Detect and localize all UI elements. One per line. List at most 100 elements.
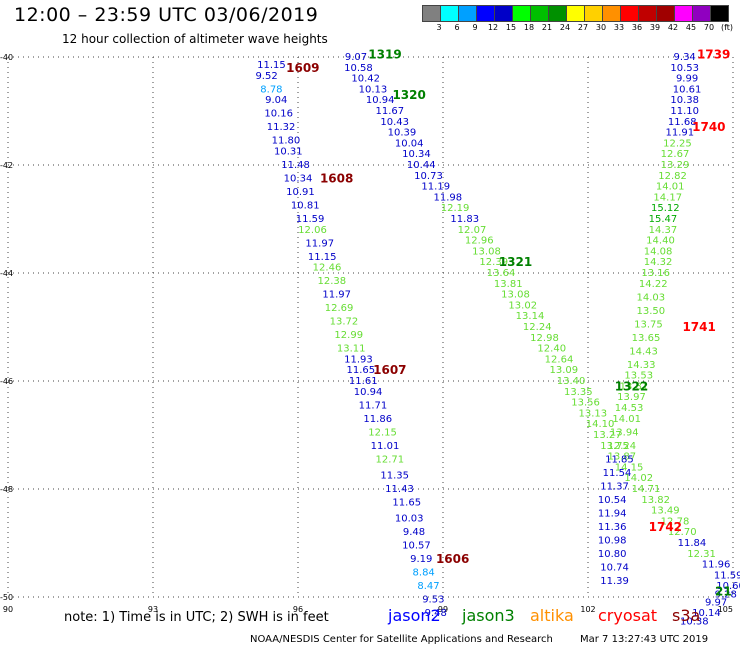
swh-value: 9.28: [715, 589, 737, 600]
swh-value: 13.94: [610, 427, 639, 438]
swh-value: 13.64: [487, 268, 516, 279]
swh-value: 10.80: [598, 549, 627, 560]
pass-label: 1609: [286, 61, 319, 75]
swh-value: 14.01: [612, 414, 641, 425]
scale-label: 45: [685, 23, 697, 32]
swh-value: 12.71: [376, 454, 405, 465]
swh-value: 11.59: [714, 570, 740, 581]
swh-value: 12.31: [687, 549, 716, 560]
swh-value: 10.03: [395, 514, 424, 525]
lat-tick-label: -40: [0, 53, 13, 62]
swh-value: 11.65: [347, 365, 376, 376]
swh-value: 10.53: [670, 63, 699, 74]
swh-value: 12.46: [313, 263, 342, 274]
lat-tick-label: -44: [0, 269, 13, 278]
swh-value: 11.54: [603, 468, 632, 479]
page-title: 12:00 – 23:59 UTC 03/06/2019: [14, 4, 319, 26]
pass-label: 1739: [697, 47, 730, 61]
swh-value: 11.19: [421, 182, 450, 193]
legend-cryosat: cryosat: [598, 606, 658, 625]
swh-value: 10.31: [274, 147, 303, 158]
swh-value: 12.99: [334, 330, 363, 341]
swh-value: 11.59: [296, 214, 325, 225]
pass-label: 1320: [392, 88, 425, 102]
swh-value: 11.43: [385, 484, 414, 495]
swh-value: 13.35: [564, 387, 593, 398]
page-subtitle: 12 hour collection of altimeter wave hei…: [62, 32, 328, 46]
swh-value: 13.75: [634, 319, 663, 330]
swh-value: 10.91: [286, 187, 315, 198]
swh-value: 9.48: [425, 608, 447, 619]
swh-value: 10.60: [716, 581, 740, 592]
swh-value: 9.53: [422, 595, 444, 606]
lat-tick-label: -46: [0, 377, 13, 386]
swh-value: 9.97: [705, 597, 727, 608]
swh-value: 13.02: [508, 300, 537, 311]
swh-value: 13.97: [617, 392, 646, 403]
swh-value: 13.53: [624, 371, 653, 382]
swh-value: 11.15: [308, 252, 337, 263]
scale-label: 33: [613, 23, 625, 32]
swh-value: 10.73: [414, 171, 443, 182]
legend-jason2: jason2: [388, 606, 441, 625]
swh-value: 11.15: [257, 60, 286, 71]
swh-value: 11.91: [666, 128, 695, 139]
swh-value: 10.42: [351, 74, 380, 85]
swh-value: 13.08: [472, 246, 501, 257]
swh-value: 11.01: [371, 441, 400, 452]
swh-value: 13.87: [608, 452, 637, 463]
swh-value: 10.74: [600, 562, 629, 573]
pass-label: 1321: [499, 255, 532, 269]
swh-value: 8.84: [413, 568, 435, 579]
swh-value: 13.08: [501, 290, 530, 301]
swh-value: 10.61: [673, 84, 702, 95]
swh-value: 11.35: [380, 471, 409, 482]
swh-value: 11.97: [322, 290, 351, 301]
swh-value: 11.94: [598, 508, 627, 519]
swh-value: 11.85: [605, 454, 634, 465]
swh-value: 11.36: [598, 522, 627, 533]
swh-value: 11.83: [450, 214, 479, 225]
swh-value: 14.03: [637, 292, 666, 303]
scale-label: 21: [541, 23, 553, 32]
swh-value: 11.48: [281, 160, 310, 171]
swh-value: 9.07: [345, 52, 367, 63]
swh-value: 10.57: [402, 541, 431, 552]
pass-label: 1608: [320, 172, 353, 186]
swh-value: 8.78: [260, 84, 282, 95]
swh-value: 13.29: [661, 160, 690, 171]
scale-label: 27: [577, 23, 589, 32]
swh-value: 9.19: [410, 554, 432, 565]
swh-value: 14.08: [644, 246, 673, 257]
swh-value: 12.69: [325, 303, 354, 314]
swh-value: 9.34: [674, 52, 696, 63]
swh-value: 11.37: [600, 481, 629, 492]
swh-value: 9.48: [403, 527, 425, 538]
swh-value: 9.99: [676, 74, 698, 85]
swh-value: 13.16: [641, 268, 670, 279]
swh-value: 14.01: [656, 182, 685, 193]
scale-label: 18: [523, 23, 535, 32]
swh-value: 13.13: [579, 408, 608, 419]
swh-value: 13.72: [330, 317, 359, 328]
swh-value: 13.65: [632, 333, 661, 344]
swh-value: 13.27: [593, 430, 622, 441]
swh-value: 11.98: [434, 192, 463, 203]
swh-value: 11.68: [668, 117, 697, 128]
pass-label: 1741: [682, 320, 715, 334]
swh-value: 14.37: [649, 225, 678, 236]
swh-value: 13.49: [651, 506, 680, 517]
pass-label: 1319: [368, 47, 401, 61]
swh-value: 11.67: [376, 106, 405, 117]
swh-value: 14.40: [646, 236, 675, 247]
swh-value: 14.33: [627, 360, 656, 371]
swh-value: 12.06: [298, 225, 327, 236]
lon-tick-label: 105: [718, 605, 733, 614]
scale-swatch: [710, 5, 729, 22]
swh-value: 12.15: [368, 427, 397, 438]
swh-value: 12.19: [441, 203, 470, 214]
swh-value: 10.13: [359, 84, 388, 95]
lon-tick-label: 90: [3, 605, 13, 614]
scale-label: 15: [505, 23, 517, 32]
